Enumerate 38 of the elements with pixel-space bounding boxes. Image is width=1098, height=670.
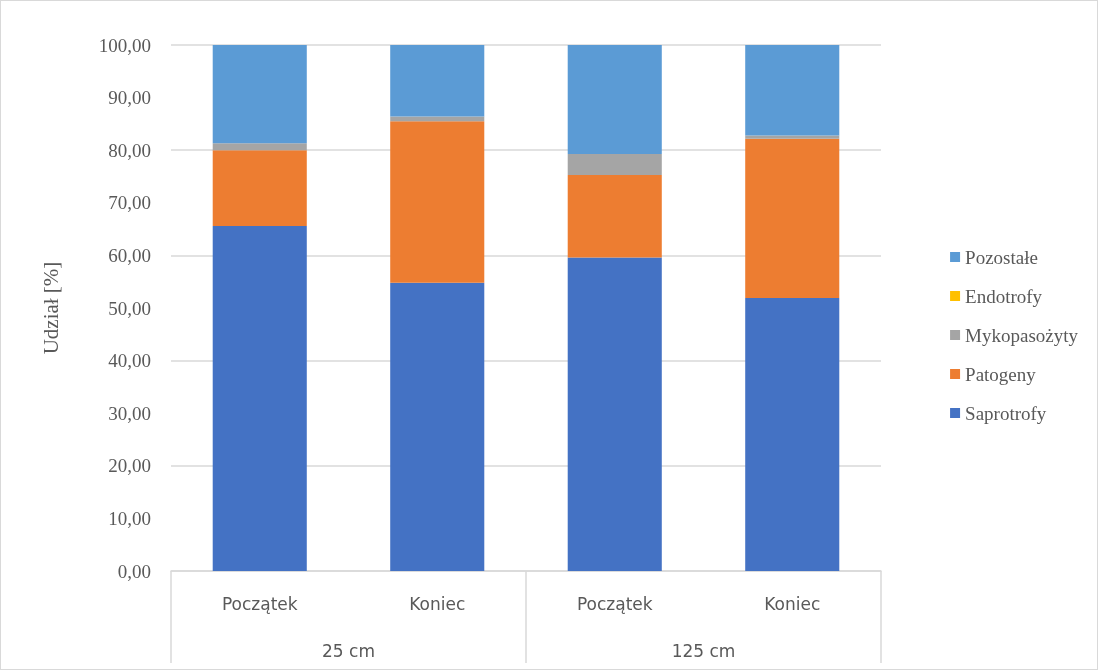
bar — [212, 45, 307, 144]
legend-label: Pozostałe — [965, 246, 1038, 268]
y-tick-label: 60,00 — [108, 244, 151, 266]
bar — [212, 150, 307, 226]
bar — [745, 298, 840, 571]
y-tick-label: 100,00 — [98, 34, 151, 56]
y-tick-label: 90,00 — [108, 87, 151, 109]
y-tick-label: 0,00 — [117, 560, 151, 582]
y-tick-label: 40,00 — [108, 350, 151, 372]
bar — [567, 153, 662, 175]
y-tick-label: 20,00 — [108, 455, 151, 477]
y-tick-label: 30,00 — [108, 402, 151, 424]
y-tick-label: 70,00 — [108, 192, 151, 214]
bar — [212, 225, 307, 571]
bar — [390, 45, 485, 117]
bar — [567, 174, 662, 258]
text: 125 cm — [671, 641, 736, 661]
bar — [745, 138, 840, 299]
legend-label: Endotrofy — [965, 285, 1043, 307]
text: 25 cm — [322, 641, 375, 661]
x-tick-label: Początek — [576, 593, 653, 614]
y-tick-label: 80,00 — [108, 139, 151, 161]
legend-label: Patogeny — [965, 363, 1037, 385]
legend-label: Mykopasożyty — [965, 324, 1079, 346]
y-tick-label: 50,00 — [108, 297, 151, 319]
bar — [390, 282, 485, 571]
bar — [745, 45, 840, 136]
y-axis-title: Udział [%] — [38, 261, 63, 355]
y-tick-label: 10,00 — [108, 507, 151, 529]
bar — [745, 135, 840, 139]
x-tick-label: Koniec — [409, 593, 466, 614]
x-tick-label: Koniec — [764, 593, 821, 614]
bar — [390, 121, 485, 283]
bar — [212, 143, 307, 151]
legend-label: Saprotrofy — [965, 402, 1047, 424]
bar — [567, 45, 662, 154]
x-tick-label: Początek — [221, 593, 298, 614]
bar — [567, 257, 662, 571]
